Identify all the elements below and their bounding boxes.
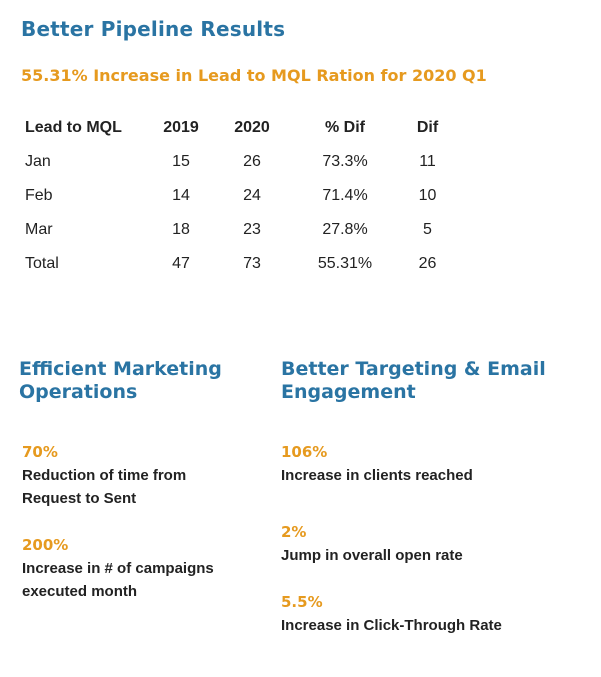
table-cell-dif: 26 [418, 255, 437, 272]
stat-value: 2% [281, 523, 307, 541]
stat-description-line: executed month [22, 583, 138, 600]
table-cell-2019: 18 [172, 221, 190, 238]
table-cell-2019: 15 [172, 153, 190, 170]
section-title-better-targeting: Better Targeting & Email Engagement [281, 358, 546, 403]
page-subtitle: 55.31% Increase in Lead to MQL Ration fo… [21, 66, 487, 85]
table-cell-2019: 47 [172, 255, 190, 272]
table-cell-2020: 24 [243, 187, 261, 204]
stat-block: 200% Increase in # of campaigns executed… [22, 535, 214, 603]
table-cell-2020: 23 [243, 221, 261, 238]
table-row: Mar 18 23 27.8% 5 [25, 213, 455, 247]
table-cell-dif: 5 [423, 221, 432, 238]
stat-description: Increase in clients reached [281, 467, 473, 484]
table-cell-month: Mar [25, 221, 53, 238]
table-row: Feb 14 24 71.4% 10 [25, 179, 455, 213]
table-cell-dif: 10 [418, 187, 437, 204]
column-header-percent-dif: % Dif [325, 119, 365, 136]
table-cell-month: Jan [25, 153, 51, 170]
stat-description-line: Reduction of time from [22, 467, 187, 484]
table-cell-2020: 26 [243, 153, 261, 170]
table-cell-2020: 73 [243, 255, 261, 272]
better-targeting-section: Better Targeting & Email Engagement 106%… [281, 358, 561, 634]
stat-description-line: Request to Sent [22, 490, 137, 507]
table-cell-percent-dif: 55.31% [317, 255, 373, 272]
stat-value: 200% [22, 536, 69, 554]
table-cell-percent-dif: 71.4% [322, 187, 368, 204]
table-row: Jan 15 26 73.3% 11 [25, 145, 455, 179]
stat-value: 106% [281, 443, 328, 461]
column-header-2020: 2020 [234, 119, 270, 136]
table-cell-month: Feb [25, 187, 53, 204]
table-header-row: Lead to MQL 2019 2020 % Dif Dif [25, 111, 455, 145]
stat-value: 5.5% [281, 593, 323, 611]
stat-value: 70% [22, 443, 58, 461]
page-title: Better Pipeline Results [21, 17, 286, 41]
table-row-total: Total 47 73 55.31% 26 [25, 247, 455, 281]
stat-block: 106% Increase in clients reached [281, 442, 473, 487]
table-cell-percent-dif: 27.8% [322, 221, 368, 238]
lead-to-mql-table: Lead to MQL 2019 2020 % Dif Dif Jan 15 2… [25, 111, 455, 281]
stat-block: 5.5% Increase in Click-Through Rate [281, 592, 502, 637]
table-cell-month: Total [25, 255, 59, 272]
stat-block: 2% Jump in overall open rate [281, 522, 463, 567]
table-cell-dif: 11 [419, 153, 436, 170]
stat-description: Increase in # of campaigns executed mont… [22, 557, 214, 603]
stat-block: 70% Reduction of time from Request to Se… [22, 442, 186, 510]
stat-description-line: Increase in # of campaigns [22, 560, 214, 577]
stat-description: Reduction of time from Request to Sent [22, 464, 186, 510]
efficient-marketing-section: Efficient Marketing Operations 70% Reduc… [19, 358, 299, 600]
column-header-dif: Dif [416, 119, 439, 136]
table-cell-2019: 14 [172, 187, 190, 204]
column-header-2019: 2019 [163, 119, 199, 136]
stat-description: Increase in Click-Through Rate [281, 617, 502, 634]
column-header-lead-to-mql: Lead to MQL [25, 119, 122, 136]
table-cell-percent-dif: 73.3% [322, 153, 368, 170]
stat-description: Jump in overall open rate [281, 547, 463, 564]
section-title-efficient-marketing: Efficient Marketing Operations [19, 358, 222, 403]
